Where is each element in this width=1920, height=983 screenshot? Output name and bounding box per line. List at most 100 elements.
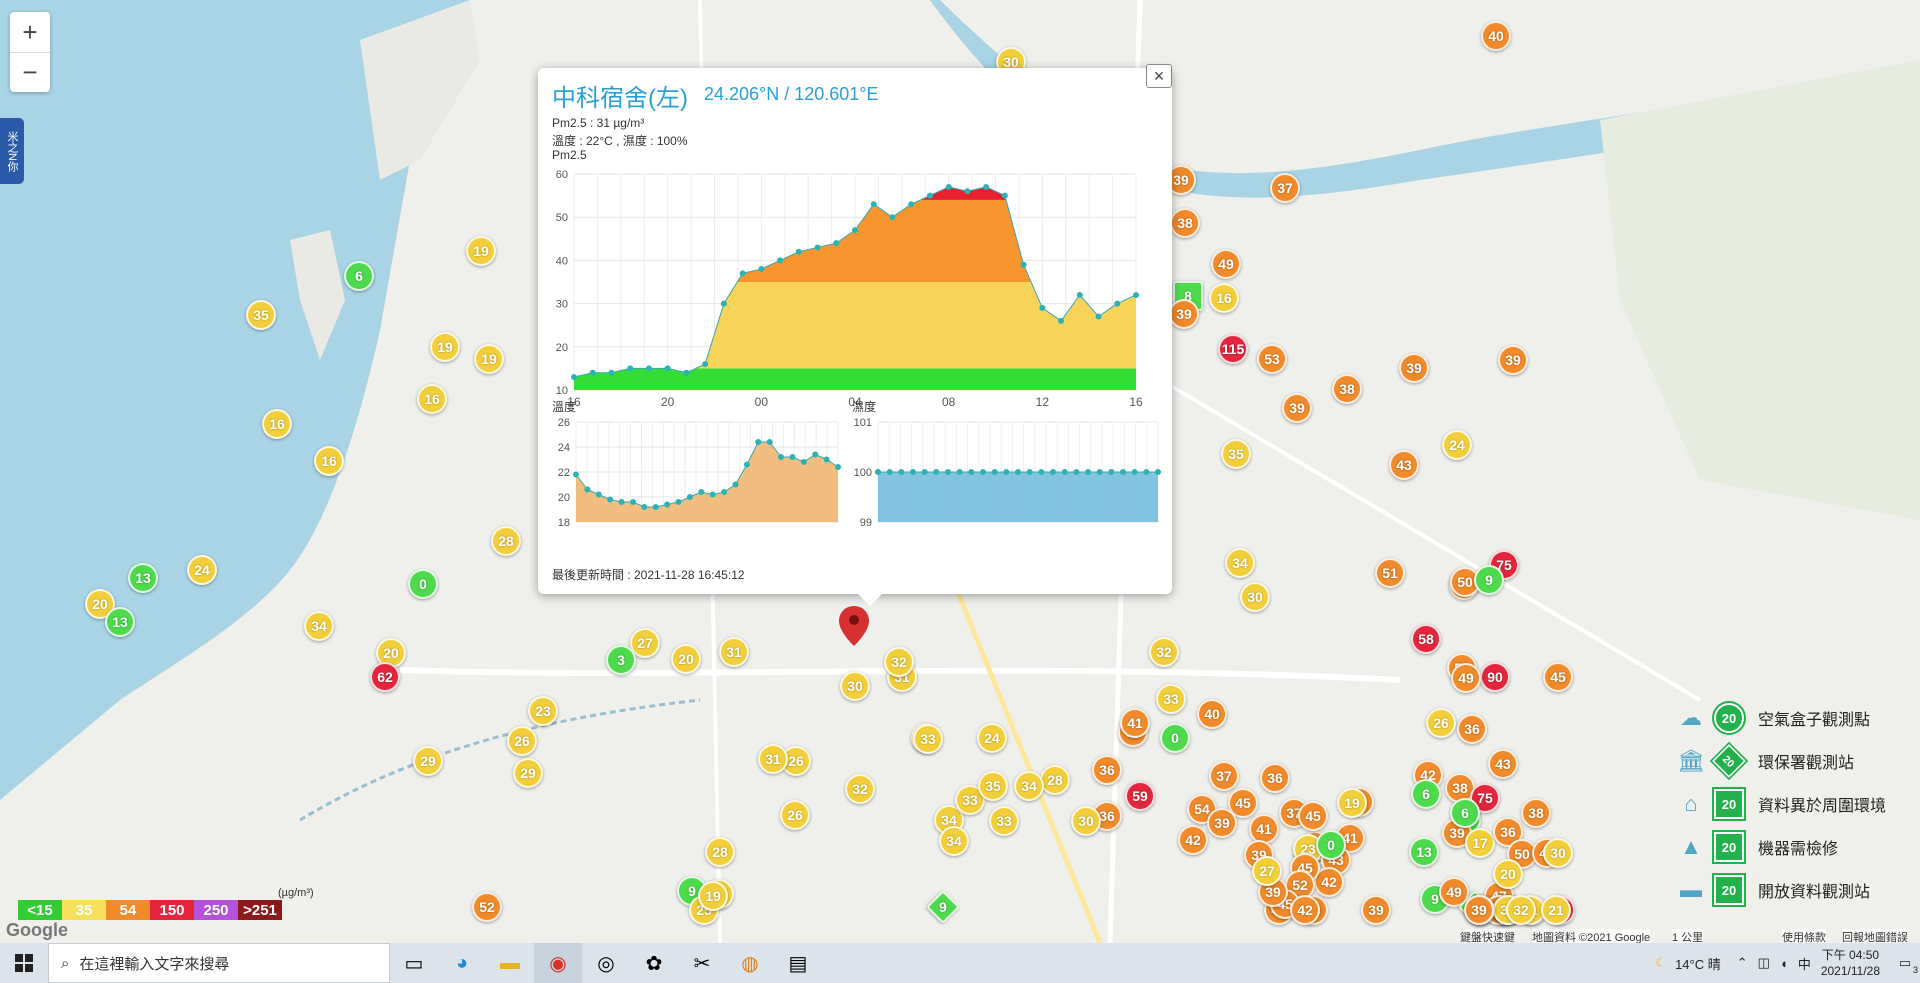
station-marker[interactable]: 29 xyxy=(513,758,543,788)
station-marker[interactable]: 115 xyxy=(1218,334,1248,364)
station-marker[interactable]: 39 xyxy=(1498,345,1528,375)
station-marker[interactable]: 43 xyxy=(1488,749,1518,779)
station-marker[interactable]: 36 xyxy=(1457,714,1487,744)
station-marker[interactable]: 49 xyxy=(1211,249,1241,279)
station-marker[interactable]: 90 xyxy=(1480,662,1510,692)
station-marker[interactable]: 27 xyxy=(1252,856,1282,886)
station-marker[interactable]: 6 xyxy=(1411,779,1441,809)
station-marker[interactable]: 39 xyxy=(1399,353,1429,383)
station-marker[interactable]: 32 xyxy=(1149,637,1179,667)
zoom-in-button[interactable]: + xyxy=(22,16,38,47)
station-marker[interactable]: 28 xyxy=(705,837,735,867)
station-marker[interactable]: 33 xyxy=(955,785,985,815)
compass-app-icon[interactable]: ◎ xyxy=(597,952,615,975)
station-marker[interactable]: 24 xyxy=(187,555,217,585)
station-marker[interactable]: 19 xyxy=(1337,788,1367,818)
clock[interactable]: 下午 04:50 2021/11/28 xyxy=(1821,947,1880,979)
station-marker[interactable]: 39 xyxy=(1282,393,1312,423)
station-marker[interactable]: 36 xyxy=(1493,817,1523,847)
station-marker[interactable]: 40 xyxy=(1481,21,1511,51)
station-marker[interactable]: 49 xyxy=(1439,877,1469,907)
edge-browser-icon[interactable]: ◕ xyxy=(455,951,469,974)
ime-indicator[interactable]: 中 xyxy=(1797,956,1811,972)
station-marker[interactable]: 30 xyxy=(1543,838,1573,868)
report-error-link[interactable]: 回報地圖錯誤 xyxy=(1842,929,1908,944)
station-marker[interactable]: 0 xyxy=(1160,723,1190,753)
station-marker[interactable]: 53 xyxy=(1257,344,1287,374)
station-marker[interactable]: 34 xyxy=(1225,548,1255,578)
station-marker[interactable]: 20 xyxy=(85,589,115,619)
station-marker[interactable]: 26 xyxy=(507,726,537,756)
station-marker[interactable]: 75 xyxy=(1470,783,1500,813)
app-icon-6[interactable]: ✿ xyxy=(645,952,663,975)
zoom-out-button[interactable]: − xyxy=(10,52,50,92)
tray-expand-icon[interactable]: ⌃ xyxy=(1736,955,1748,970)
terms-link[interactable]: 使用條款 xyxy=(1782,929,1826,944)
station-marker[interactable]: 41 xyxy=(1249,814,1279,844)
station-marker[interactable]: 34 xyxy=(1014,771,1044,801)
app-icon-9[interactable]: ▤ xyxy=(788,952,808,975)
station-marker[interactable]: 38 xyxy=(1521,798,1551,828)
station-marker[interactable]: 31 xyxy=(719,637,749,667)
station-marker[interactable]: 19 xyxy=(698,881,728,911)
network-icon[interactable]: ◫ xyxy=(1757,955,1770,970)
station-marker[interactable]: 38 xyxy=(1170,208,1200,238)
station-marker[interactable]: 29 xyxy=(413,746,443,776)
blender-app-icon[interactable]: ◍ xyxy=(741,952,759,975)
station-marker[interactable]: 16 xyxy=(314,446,344,476)
popup-close-button[interactable]: × xyxy=(1146,64,1172,88)
station-marker[interactable]: 32 xyxy=(845,774,875,804)
station-marker[interactable]: 0 xyxy=(408,569,438,599)
volume-icon[interactable]: ◖ xyxy=(1779,955,1788,971)
station-marker[interactable]: 6 xyxy=(1450,798,1480,828)
station-marker[interactable]: 13 xyxy=(128,563,158,593)
station-marker[interactable]: 37 xyxy=(1270,173,1300,203)
app-icon-7[interactable]: ✂ xyxy=(693,952,711,975)
station-marker[interactable]: 16 xyxy=(262,409,292,439)
station-marker[interactable]: 39 xyxy=(1169,299,1199,329)
map-scale[interactable]: 1 公里 xyxy=(1672,929,1704,944)
station-marker[interactable]: 36 xyxy=(1260,763,1290,793)
station-marker[interactable]: 31 xyxy=(758,744,788,774)
station-marker[interactable]: 34 xyxy=(939,826,969,856)
station-marker[interactable]: 19 xyxy=(474,344,504,374)
station-marker[interactable]: 38 xyxy=(1332,374,1362,404)
chrome-browser-icon[interactable]: ◉ xyxy=(534,943,582,983)
station-marker[interactable]: 0 xyxy=(1316,830,1346,860)
station-marker[interactable]: 6 xyxy=(344,261,374,291)
station-marker[interactable]: 13 xyxy=(1409,837,1439,867)
task-view-icon[interactable]: ▭ xyxy=(404,952,424,975)
station-marker[interactable]: 34 xyxy=(304,611,334,641)
station-marker[interactable]: 40 xyxy=(1197,699,1227,729)
station-marker[interactable]: 59 xyxy=(1125,781,1155,811)
station-marker[interactable]: 19 xyxy=(466,236,496,266)
weather-text[interactable]: 14°C 晴 xyxy=(1675,956,1721,972)
notification-center-button[interactable]: ▭ 3 xyxy=(1890,955,1920,975)
station-marker[interactable]: 26 xyxy=(780,800,810,830)
station-marker[interactable]: 24 xyxy=(977,723,1007,753)
station-marker[interactable]: 16 xyxy=(1209,283,1239,313)
station-marker[interactable]: 39 xyxy=(1464,895,1494,925)
station-marker[interactable]: 33 xyxy=(989,806,1019,836)
station-marker[interactable]: 17 xyxy=(1465,828,1495,858)
station-marker[interactable]: 32 xyxy=(1506,895,1536,925)
station-marker[interactable]: 28 xyxy=(1040,765,1070,795)
station-marker[interactable]: 37 xyxy=(1209,761,1239,791)
keyboard-shortcuts-link[interactable]: 鍵盤快速鍵 xyxy=(1460,929,1515,944)
station-marker[interactable]: 39 xyxy=(1207,808,1237,838)
station-marker[interactable]: 20 xyxy=(671,644,701,674)
station-marker[interactable]: 24 xyxy=(1442,430,1472,460)
station-marker[interactable]: 13 xyxy=(105,607,135,637)
station-marker[interactable]: 42 xyxy=(1178,825,1208,855)
station-marker[interactable]: 20 xyxy=(1493,859,1523,889)
station-marker[interactable]: 39 xyxy=(1361,895,1391,925)
station-marker[interactable]: 62 xyxy=(370,662,400,692)
station-marker[interactable]: 30 xyxy=(840,671,870,701)
windows-start-button[interactable] xyxy=(0,943,48,983)
selected-location-pin[interactable] xyxy=(839,606,869,646)
station-marker[interactable]: 3 xyxy=(606,645,636,675)
station-marker[interactable]: 21 xyxy=(1541,895,1571,925)
file-explorer-icon[interactable]: ▬ xyxy=(500,951,520,974)
station-marker[interactable]: 35 xyxy=(246,300,276,330)
station-marker[interactable]: 42 xyxy=(1290,895,1320,925)
